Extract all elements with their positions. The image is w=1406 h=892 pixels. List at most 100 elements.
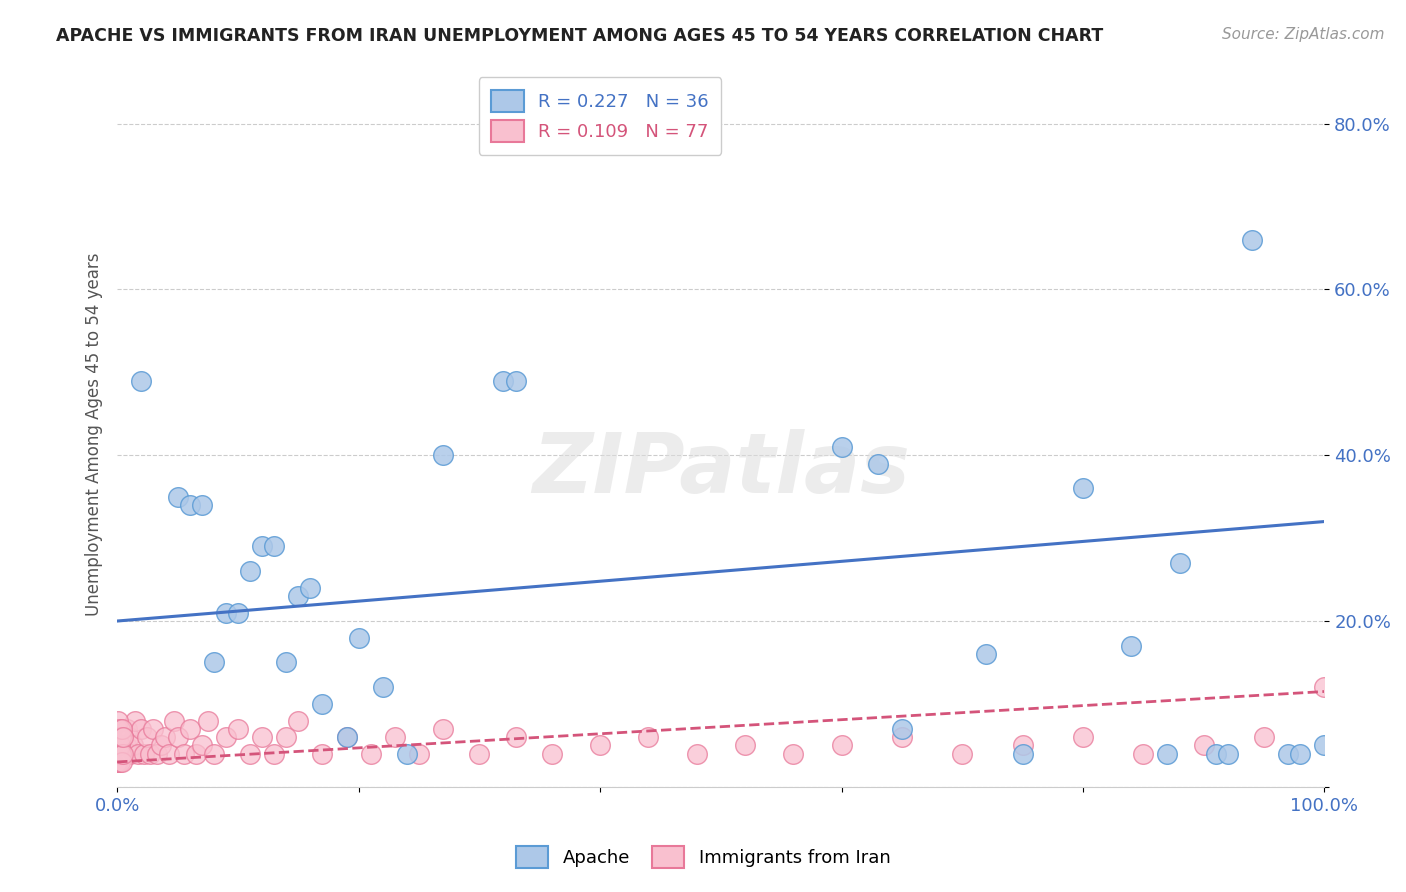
- Point: [395, 747, 418, 761]
- Point: [190, 498, 212, 512]
- Point: [108, 747, 131, 761]
- Point: [190, 739, 212, 753]
- Point: [155, 730, 177, 744]
- Point: [166, 490, 188, 504]
- Point: [589, 739, 612, 753]
- Point: [107, 755, 129, 769]
- Legend: R = 0.227   N = 36, R = 0.109   N = 77: R = 0.227 N = 36, R = 0.109 N = 77: [478, 77, 721, 154]
- Point: [492, 374, 515, 388]
- Point: [139, 747, 162, 761]
- Y-axis label: Unemployment Among Ages 45 to 54 years: Unemployment Among Ages 45 to 54 years: [86, 252, 103, 616]
- Point: [276, 656, 298, 670]
- Point: [637, 730, 659, 744]
- Point: [371, 681, 394, 695]
- Point: [179, 722, 201, 736]
- Point: [505, 374, 527, 388]
- Point: [408, 747, 430, 761]
- Point: [1313, 681, 1336, 695]
- Point: [107, 747, 129, 761]
- Point: [112, 730, 135, 744]
- Point: [311, 697, 333, 711]
- Point: [1289, 747, 1312, 761]
- Point: [114, 739, 136, 753]
- Point: [184, 747, 207, 761]
- Point: [1011, 739, 1033, 753]
- Point: [1168, 556, 1191, 570]
- Point: [432, 448, 454, 462]
- Point: [127, 747, 149, 761]
- Point: [831, 739, 853, 753]
- Point: [110, 730, 132, 744]
- Point: [1216, 747, 1239, 761]
- Point: [146, 747, 169, 761]
- Point: [110, 747, 132, 761]
- Point: [114, 747, 136, 761]
- Point: [202, 747, 225, 761]
- Text: ZIPatlas: ZIPatlas: [531, 429, 910, 510]
- Point: [347, 631, 370, 645]
- Point: [287, 714, 309, 728]
- Point: [166, 730, 188, 744]
- Point: [250, 540, 273, 554]
- Text: Source: ZipAtlas.com: Source: ZipAtlas.com: [1222, 27, 1385, 42]
- Point: [239, 747, 262, 761]
- Point: [311, 747, 333, 761]
- Point: [276, 730, 298, 744]
- Point: [108, 722, 131, 736]
- Point: [105, 739, 128, 753]
- Point: [105, 722, 128, 736]
- Point: [263, 747, 285, 761]
- Point: [149, 739, 172, 753]
- Point: [107, 714, 129, 728]
- Point: [157, 747, 180, 761]
- Point: [215, 730, 238, 744]
- Point: [179, 498, 201, 512]
- Point: [107, 730, 129, 744]
- Point: [111, 755, 134, 769]
- Point: [734, 739, 756, 753]
- Point: [115, 722, 138, 736]
- Point: [163, 714, 186, 728]
- Point: [335, 730, 357, 744]
- Point: [108, 739, 131, 753]
- Point: [1011, 747, 1033, 761]
- Point: [1156, 747, 1178, 761]
- Point: [239, 564, 262, 578]
- Point: [108, 755, 131, 769]
- Point: [866, 457, 889, 471]
- Point: [890, 730, 912, 744]
- Point: [250, 730, 273, 744]
- Point: [1121, 639, 1143, 653]
- Point: [831, 440, 853, 454]
- Point: [226, 606, 249, 620]
- Point: [111, 747, 134, 761]
- Point: [197, 714, 219, 728]
- Point: [384, 730, 406, 744]
- Point: [299, 581, 322, 595]
- Point: [976, 647, 998, 661]
- Point: [142, 722, 165, 736]
- Point: [111, 722, 134, 736]
- Point: [1277, 747, 1299, 761]
- Point: [1313, 739, 1336, 753]
- Point: [105, 747, 128, 761]
- Point: [173, 747, 195, 761]
- Legend: Apache, Immigrants from Iran: Apache, Immigrants from Iran: [505, 835, 901, 879]
- Point: [1205, 747, 1227, 761]
- Point: [202, 656, 225, 670]
- Point: [112, 730, 135, 744]
- Point: [226, 722, 249, 736]
- Point: [136, 730, 159, 744]
- Point: [132, 747, 155, 761]
- Point: [950, 747, 973, 761]
- Point: [360, 747, 382, 761]
- Point: [432, 722, 454, 736]
- Point: [124, 714, 146, 728]
- Point: [131, 722, 153, 736]
- Point: [131, 374, 153, 388]
- Point: [468, 747, 491, 761]
- Point: [1132, 747, 1154, 761]
- Point: [118, 730, 141, 744]
- Point: [1192, 739, 1215, 753]
- Point: [263, 540, 285, 554]
